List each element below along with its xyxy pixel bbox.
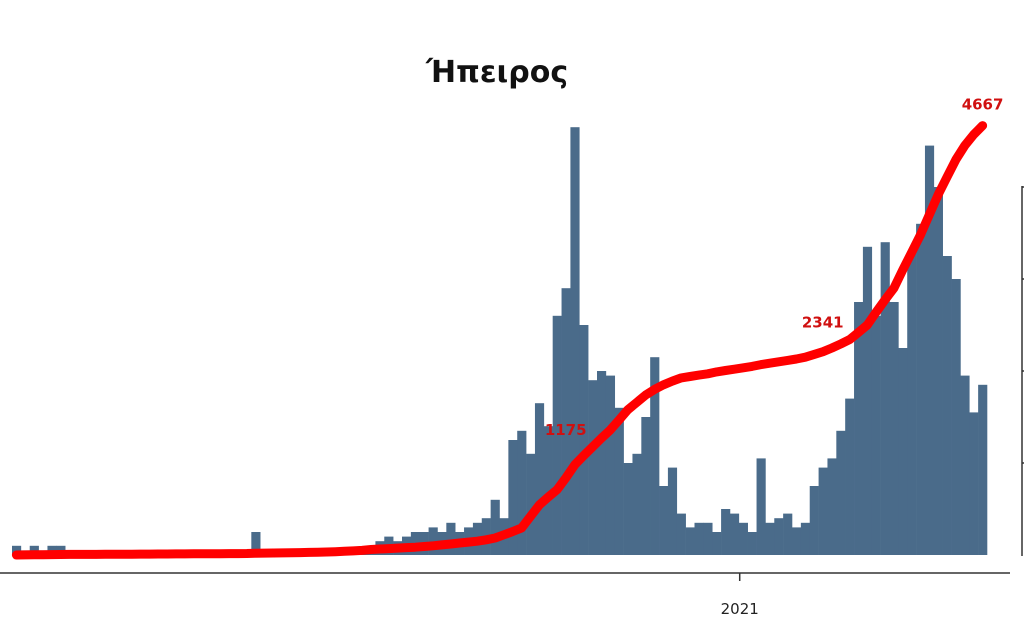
- bar: [738, 522, 748, 555]
- bar: [880, 242, 890, 555]
- bar: [729, 513, 740, 555]
- bar: [783, 513, 793, 555]
- bar: [756, 458, 766, 555]
- annotation: 4667: [962, 96, 1004, 114]
- bar: [534, 403, 545, 555]
- x-tick-label: 2021: [721, 600, 759, 618]
- bar: [570, 127, 580, 555]
- bar: [543, 426, 553, 555]
- bar: [774, 518, 784, 555]
- bar: [552, 315, 562, 555]
- bar: [428, 527, 438, 555]
- bar: [827, 458, 837, 555]
- annotation: 1175: [545, 421, 587, 439]
- bar: [712, 532, 722, 555]
- bar: [792, 527, 802, 555]
- bar: [854, 302, 864, 555]
- bar: [942, 256, 952, 555]
- bar: [667, 467, 678, 555]
- bar: [871, 315, 881, 555]
- bar: [898, 348, 908, 555]
- bar: [924, 145, 935, 555]
- bar: [960, 375, 970, 555]
- bar: [907, 251, 917, 555]
- bar: [605, 375, 616, 555]
- bar: [579, 325, 589, 555]
- bar: [916, 223, 926, 556]
- bar: [845, 398, 855, 555]
- bar: [933, 187, 943, 555]
- chart-title: Ήπειρος: [425, 55, 568, 90]
- bar: [446, 522, 456, 555]
- bar: [765, 522, 775, 555]
- bar: [721, 509, 731, 555]
- bar: [517, 430, 527, 555]
- bar: [12, 545, 22, 555]
- bar: [641, 417, 651, 555]
- bar: [659, 486, 669, 555]
- bar: [614, 407, 624, 555]
- bar: [969, 412, 979, 555]
- bar: [694, 522, 704, 555]
- bar: [951, 279, 961, 555]
- cumulative-line: [11, 121, 988, 560]
- bar: [597, 371, 607, 555]
- bar: [508, 440, 518, 555]
- bar: [978, 384, 988, 555]
- bar: [676, 513, 686, 555]
- bar: [526, 453, 536, 555]
- bar: [889, 302, 899, 555]
- bar: [623, 463, 633, 555]
- bar: [836, 430, 846, 555]
- bar: [818, 467, 828, 555]
- bar: [685, 527, 695, 555]
- bar: [251, 532, 261, 555]
- bar: [561, 288, 571, 555]
- bar: [809, 486, 819, 555]
- bar: [650, 357, 660, 555]
- bar: [747, 532, 757, 555]
- bar: [862, 246, 873, 556]
- bar: [800, 522, 811, 555]
- bar: [588, 380, 598, 555]
- bar: [703, 522, 713, 555]
- annotation: 2341: [802, 314, 844, 332]
- bar: [490, 499, 500, 555]
- bar: [632, 453, 642, 555]
